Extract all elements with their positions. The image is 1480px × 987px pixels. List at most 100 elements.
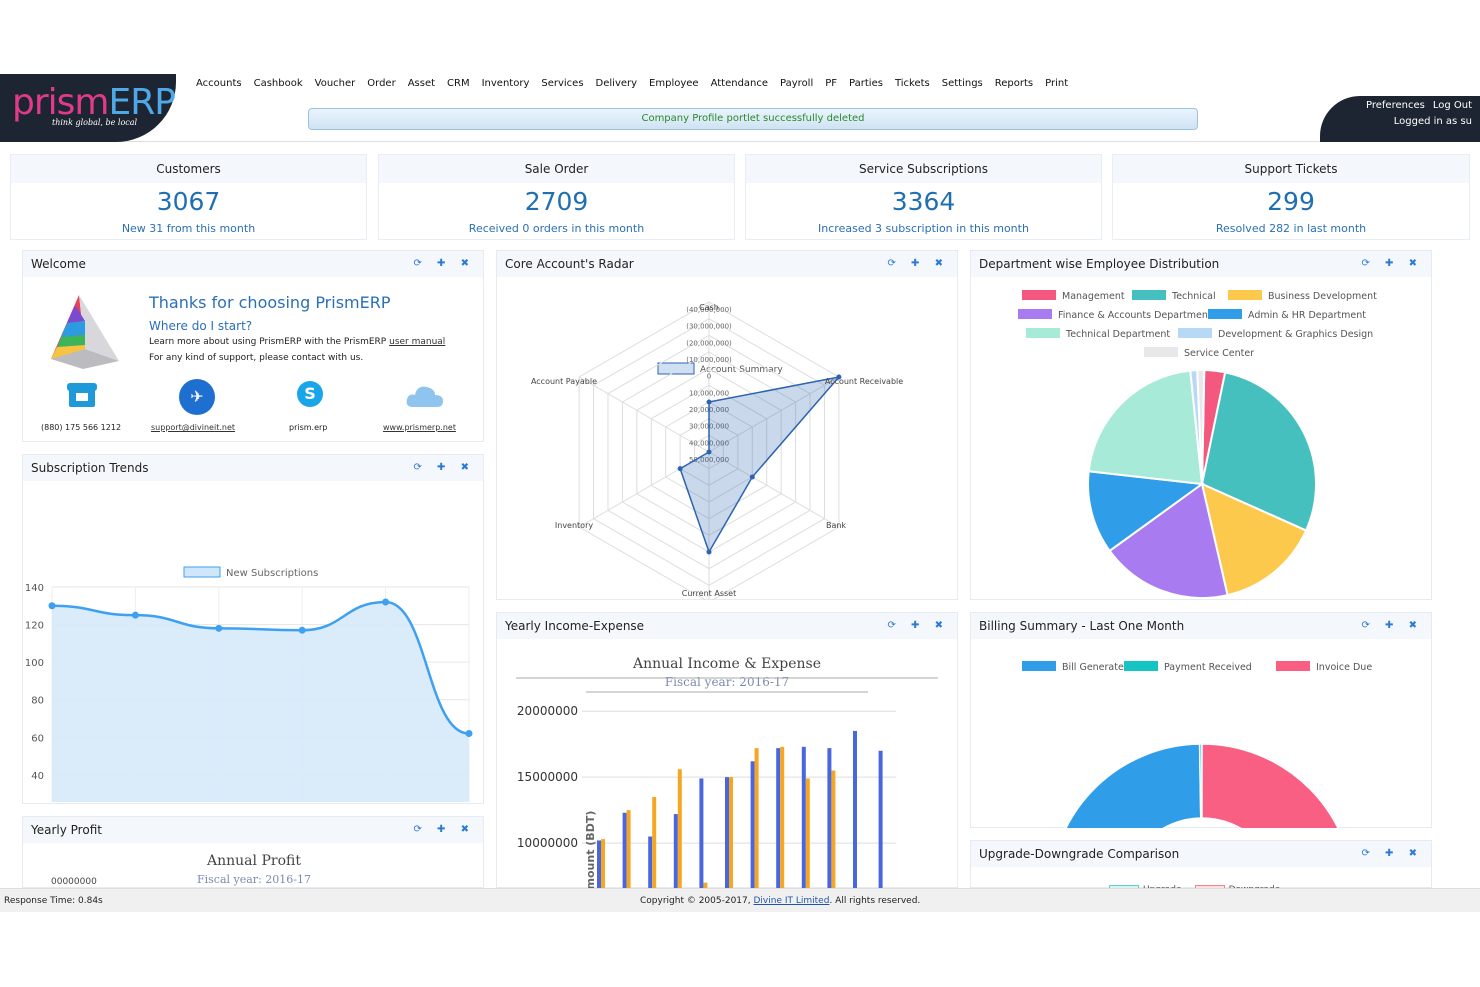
pie-slice [1108,482,1229,599]
pie-slice [1200,482,1308,597]
menu-item-crm[interactable]: CRM [447,78,470,89]
profit-chart-subtitle: Fiscal year: 2016-17 [197,873,311,886]
preferences-link[interactable]: Preferences [1366,100,1425,111]
radar-spoke [708,376,840,453]
stat-sale-order[interactable]: Sale Order 2709 Received 0 orders in thi… [378,154,735,240]
income-bar [699,778,704,888]
legend-swatch [1018,309,1052,319]
legend-swatch [1144,347,1178,357]
expense-bar [780,746,785,888]
logged-in-text: Logged in as su [1393,116,1472,127]
panel-controls[interactable]: ⟳ ✚ ✖ [1361,620,1423,631]
footer-bar: Response Time: 0.84s Copyright © 2005-20… [0,888,1480,912]
radar-axis-label: Account Receivable [825,377,903,386]
stat-support-tickets[interactable]: Support Tickets 299 Resolved 282 in last… [1112,154,1470,240]
logout-link[interactable]: Log Out [1432,100,1472,111]
legend-swatch [1228,290,1262,300]
radar-scale-label: 10,000,000 [689,389,729,397]
department-pie-chart: Management Technical Business Development F… [1018,290,1377,599]
panel-controls[interactable]: ⟳ ✚ ✖ [1361,848,1423,859]
legend-label: Technical [1171,291,1216,302]
menu-item-settings[interactable]: Settings [941,78,983,89]
website-link[interactable]: www.prismerp.net [383,423,456,432]
y-tick-label: 120 [25,621,44,632]
income-bar [597,840,601,888]
radar-point [677,466,683,472]
stat-customers[interactable]: Customers 3067 New 31 from this month [10,154,367,240]
radar-point [706,449,712,455]
legend-swatch [1124,661,1158,671]
app-window: prismERP think global, be local Accounts… [0,74,1480,914]
legend-label: Bill Generated [1062,662,1130,673]
welcome-line2: For any kind of support, please contact … [149,353,364,363]
legend-label: New Subscriptions [226,568,318,579]
radar-axis-label: Account Payable [531,377,597,386]
skype-icon: S [297,381,323,407]
radar-scale-label: (10,000,000) [686,356,732,364]
menu-item-payroll[interactable]: Payroll [780,78,814,89]
menu-item-services[interactable]: Services [541,78,584,89]
legend-swatch [183,566,221,578]
expense-bar [677,769,682,888]
income-bar [673,814,678,888]
support-email-link[interactable]: support@divineit.net [151,423,235,432]
menu-item-accounts[interactable]: Accounts [196,78,242,89]
billing-doughnut-chart: Bill Generated Payment Received Invoice Du… [1022,661,1372,828]
menu-item-attendance[interactable]: Attendance [710,78,769,89]
stat-sub: Increased 3 subscription in this month [818,222,1029,235]
legend-label: Service Center [1184,348,1254,359]
stat-service-subscriptions[interactable]: Service Subscriptions 3364 Increased 3 s… [745,154,1102,240]
income-expense-bar-chart: Annual Income & Expense Fiscal year: 2016… [516,656,938,888]
panel-controls[interactable]: ⟳ ✚ ✖ [1361,258,1423,269]
panel-title: Welcome [31,257,86,271]
menu-item-asset[interactable]: Asset [407,78,436,89]
menu-item-inventory[interactable]: Inventory [481,78,530,89]
stat-title: Customers [11,155,366,183]
menu-item-pf[interactable]: PF [825,78,838,89]
income-bar [853,730,857,888]
pie-slice [1196,369,1206,485]
radar-point [706,549,712,555]
y-tick-label: 20000000 [517,704,578,718]
data-point [465,730,473,738]
user-manual-link[interactable]: user manual [389,337,446,347]
menu-item-employee[interactable]: Employee [649,78,699,89]
logo[interactable]: prismERP think global, be local [0,74,176,142]
data-point [298,626,306,634]
menu-item-parties[interactable]: Parties [849,78,883,89]
menu-item-order[interactable]: Order [367,78,396,89]
panel-controls[interactable]: ⟳ ✚ ✖ [887,258,949,269]
menu-item-voucher[interactable]: Voucher [314,78,356,89]
legend-label: Account Summary [700,365,783,375]
menu-item-print[interactable]: Print [1045,78,1069,89]
panel-controls[interactable]: ⟳ ✚ ✖ [413,258,475,269]
bar-chart-subtitle: Fiscal year: 2016-17 [665,675,789,689]
menu-item-tickets[interactable]: Tickets [894,78,930,89]
bar-chart-title: Annual Income & Expense [632,656,821,672]
subscription-trends-chart: New Subscriptions020406080100120140Decem… [25,566,473,802]
upgrade-downgrade-panel: Upgrade-Downgrade Comparison⟳ ✚ ✖ Upgrad… [970,840,1432,895]
panel-controls[interactable]: ⟳ ✚ ✖ [887,620,949,631]
menu-item-cashbook[interactable]: Cashbook [253,78,303,89]
radar-scale-label: 0 [707,373,711,381]
expense-bar [703,882,708,888]
stat-value: 3364 [891,187,956,216]
welcome-title: Thanks for choosing PrismERP [149,293,391,312]
email-icon: ✈ [179,379,215,415]
radar-point [836,374,842,380]
income-bar [750,761,755,888]
logo-tagline: think global, be local [52,118,138,127]
welcome-panel: Welcome ⟳ ✚ ✖ Thanks for choosing PrismER… [22,250,484,442]
prism-logo-image [51,295,119,369]
panel-title: Upgrade-Downgrade Comparison [979,847,1180,861]
menu-item-delivery[interactable]: Delivery [595,78,638,89]
stat-sub: Received 0 orders in this month [468,222,645,235]
income-bar [776,748,781,888]
legend-swatch [1276,661,1310,671]
legend-swatch [1178,328,1212,338]
panel-controls[interactable]: ⟳ ✚ ✖ [413,462,475,473]
menu-item-reports[interactable]: Reports [994,78,1034,89]
panel-controls[interactable]: ⟳ ✚ ✖ [413,824,475,835]
radar-scale-label: 50,000,000 [689,456,729,464]
company-link[interactable]: Divine IT Limited [753,896,830,906]
